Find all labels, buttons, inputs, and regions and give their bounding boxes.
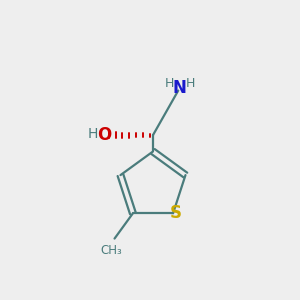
Text: N: N <box>173 79 187 97</box>
Text: H: H <box>186 76 195 90</box>
Text: O: O <box>97 126 111 144</box>
Text: S: S <box>169 204 181 222</box>
Text: H: H <box>165 76 175 90</box>
Text: CH₃: CH₃ <box>101 244 122 257</box>
Text: H: H <box>88 127 98 141</box>
